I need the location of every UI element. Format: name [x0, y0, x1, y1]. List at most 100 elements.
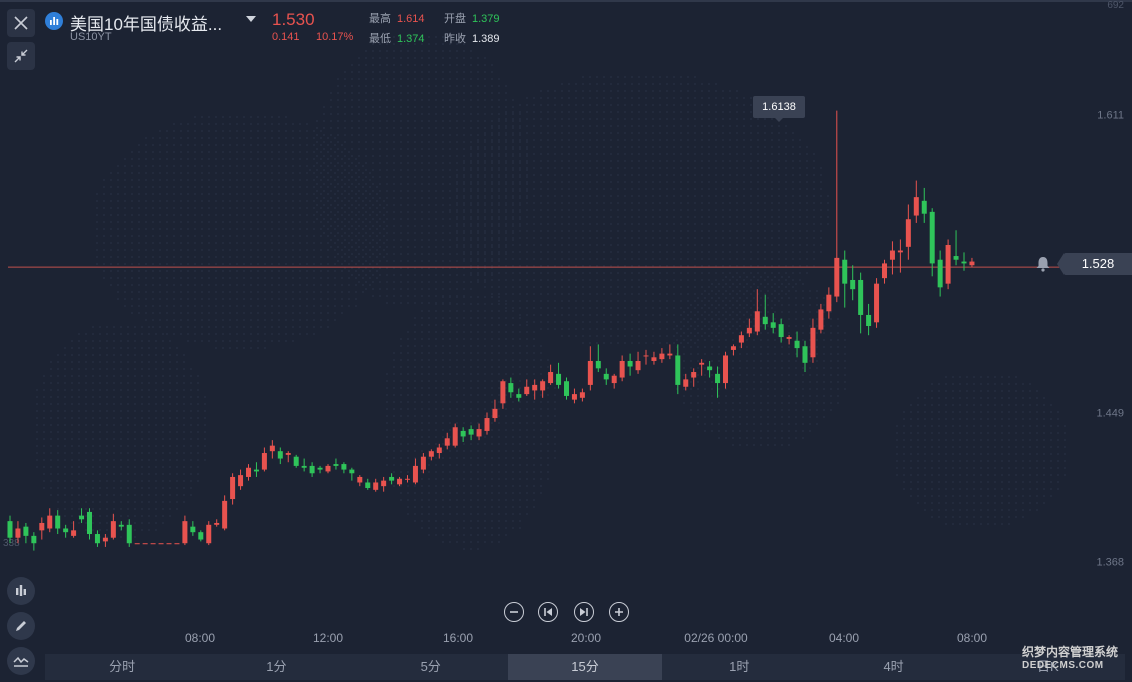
instrument-symbol: US10YT [70, 31, 112, 43]
price-change-percent: 10.17% [316, 31, 354, 43]
candle [874, 278, 880, 328]
candle [277, 447, 283, 465]
candle [921, 187, 927, 223]
draw-button[interactable] [7, 612, 35, 640]
tab-timeframe[interactable]: 1时 [729, 659, 750, 674]
candle [110, 513, 116, 540]
open-stat: 开盘 1.379 [444, 10, 500, 26]
x-tick-label: 04:00 [829, 631, 859, 645]
candle [913, 180, 919, 223]
candle [55, 510, 61, 535]
prev-close-stat: 昨收 1.389 [444, 30, 500, 46]
low-value: 1.374 [397, 33, 425, 45]
candle [47, 508, 53, 533]
candle [929, 208, 935, 277]
zoom-out-button[interactable] [504, 602, 524, 622]
price-change: 0.141 [272, 31, 300, 43]
bell-icon [1036, 257, 1050, 272]
candle [238, 469, 244, 490]
candle [548, 364, 554, 385]
candle [182, 515, 188, 546]
candle [31, 532, 37, 551]
candle [723, 351, 728, 389]
watermark-line1: 织梦内容管理系统 [1022, 645, 1119, 659]
candle [79, 508, 85, 523]
prev-close-label: 昨收 [444, 33, 466, 45]
candlestick-chart[interactable]: 1.611 1.449 1.368 692 338 08:00 12:00 16:00 20:0… [0, 0, 1132, 650]
compare-button[interactable] [7, 647, 35, 675]
candle [126, 519, 132, 547]
candle [309, 462, 315, 477]
candle [63, 524, 69, 538]
candle [325, 464, 331, 474]
world-map-background [35, 35, 1067, 551]
candle [15, 521, 21, 544]
open-label: 开盘 [444, 13, 466, 25]
candle [850, 265, 856, 301]
tab-timeframe[interactable]: 日K [1037, 659, 1059, 674]
candle [142, 543, 148, 545]
tab-timeframe[interactable]: 4时 [883, 659, 904, 674]
indicators-button[interactable] [7, 577, 35, 605]
skip-forward-icon [580, 608, 588, 616]
x-tick-label: 08:00 [957, 631, 987, 645]
tab-timeframe[interactable]: 5分 [420, 659, 441, 674]
candle [381, 476, 387, 492]
candle [301, 458, 307, 472]
candle [571, 388, 577, 404]
y-tick-label: 1.368 [1096, 557, 1124, 569]
instrument-title[interactable]: 美国10年国债收益... [70, 15, 223, 34]
tab-timeframe[interactable]: 15分 [507, 654, 663, 680]
close-button[interactable] [7, 9, 35, 37]
candle [866, 303, 872, 336]
y-edge-label: 692 [1107, 0, 1124, 11]
minus-icon [510, 611, 518, 613]
chevron-down-icon[interactable] [246, 16, 256, 22]
candle [436, 443, 442, 459]
candle [253, 462, 259, 477]
candle [174, 543, 180, 545]
pencil-icon [16, 621, 26, 631]
candle [953, 230, 959, 266]
current-price-tag: 1.528 [1057, 253, 1132, 275]
candle [7, 515, 13, 544]
candle [627, 353, 633, 376]
candle [762, 294, 768, 330]
candle [405, 475, 410, 483]
candle [754, 289, 760, 336]
candle [492, 399, 498, 422]
candle [961, 252, 967, 271]
x-tick-label: 20:00 [571, 631, 601, 645]
candle [333, 458, 339, 470]
go-to-start-button[interactable] [538, 602, 558, 622]
candle [715, 366, 721, 398]
compare-icon [13, 656, 29, 667]
x-tick-label: 12:00 [313, 631, 343, 645]
candle [802, 340, 808, 373]
candle [818, 303, 824, 334]
x-tick-label: 08:00 [185, 631, 215, 645]
high-label: 最高 [369, 13, 391, 25]
go-to-end-button[interactable] [574, 602, 594, 622]
candle [587, 346, 593, 391]
tab-timeframe[interactable]: 1分 [266, 659, 287, 674]
candle [166, 543, 172, 545]
candle [190, 521, 196, 536]
price-alert-button[interactable] [1034, 256, 1052, 272]
candle [365, 478, 371, 490]
low-stat: 最低 1.374 [369, 30, 425, 46]
zoom-in-button[interactable] [609, 602, 629, 622]
peak-tooltip: 1.6138 [753, 96, 805, 122]
candle [675, 344, 681, 395]
y-tick-label: 1.449 [1096, 408, 1124, 420]
high-stat: 最高 1.614 [369, 10, 425, 26]
tab-timeframe[interactable]: 分时 [109, 659, 136, 674]
candle [412, 458, 418, 485]
candle [460, 427, 466, 442]
collapse-button[interactable] [7, 42, 35, 70]
candle [349, 467, 355, 481]
candle [269, 440, 275, 459]
candle [746, 318, 752, 338]
candle [635, 351, 641, 374]
candle [882, 259, 887, 284]
